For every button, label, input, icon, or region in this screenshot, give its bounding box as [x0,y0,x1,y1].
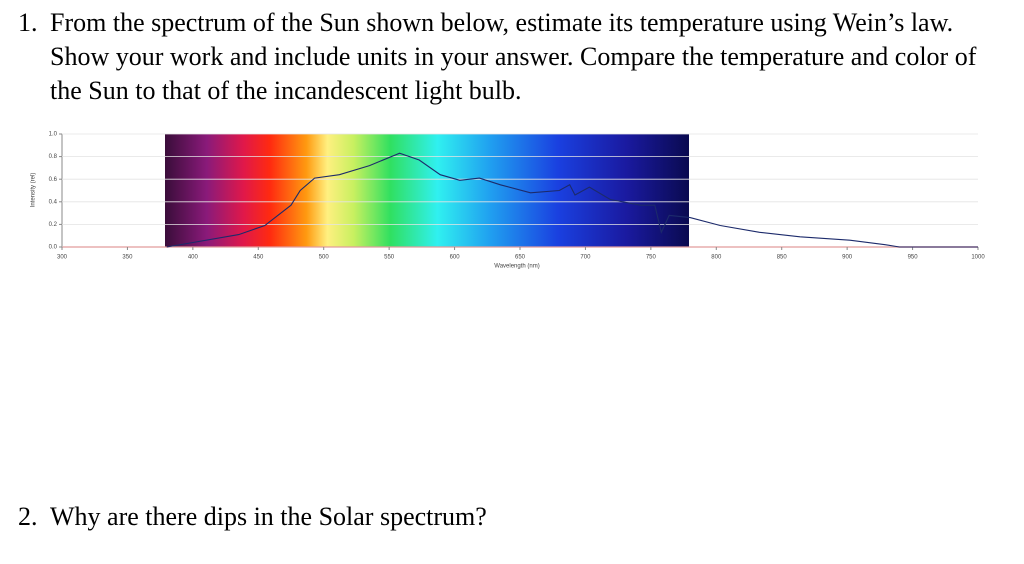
question: 1. From the spectrum of the Sun shown be… [18,6,1008,108]
question-number: 1. [18,8,38,37]
question: 2. Why are there dips in the Solar spect… [18,500,1008,534]
x-tick-label: 850 [777,255,788,261]
x-tick-label: 650 [515,255,526,261]
y-tick-label: 0.8 [49,154,58,160]
x-tick-label: 600 [450,255,461,261]
spectrum-band [165,134,689,247]
x-tick-label: 450 [253,255,264,261]
x-tick-label: 800 [711,255,722,261]
x-tick-label: 550 [384,255,395,261]
x-tick-label: 400 [188,255,199,261]
x-tick-label: 500 [319,255,330,261]
y-tick-label: 0.2 [49,222,58,228]
x-tick-label: 350 [122,255,133,261]
question-text: From the spectrum of the Sun shown below… [50,8,977,105]
x-tick-label: 900 [842,255,853,261]
y-tick-label: 0.6 [49,177,58,183]
x-tick-label: 1000 [971,255,985,261]
spectrum-line [166,152,978,248]
y-axis-label: Intensity (rel) [31,173,37,208]
question-text: Why are there dips in the Solar spectrum… [50,502,487,531]
y-tick-label: 1.0 [49,132,58,138]
x-tick-label: 300 [57,255,68,261]
y-tick-label: 0.4 [49,199,58,205]
x-tick-label: 700 [580,255,591,261]
y-tick-label: 0.0 [49,245,58,251]
x-tick-label: 750 [646,255,657,261]
x-tick-label: 950 [908,255,919,261]
x-axis-label: Wavelength (nm) [494,264,539,270]
question-number: 2. [18,502,38,531]
